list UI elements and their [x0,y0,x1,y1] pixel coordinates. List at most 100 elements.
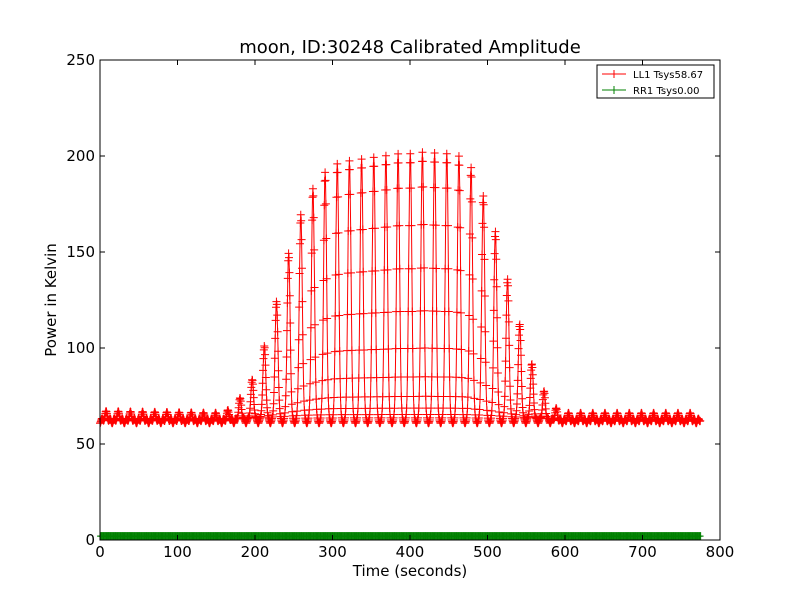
data-point-ll1 [346,226,355,235]
data-point-ll1 [345,165,354,174]
data-point-ll1 [346,190,355,199]
data-point-ll1 [295,269,304,278]
data-point-ll1 [311,353,320,362]
data-point-ll1 [305,405,314,414]
data-point-ll1 [382,160,391,169]
data-point-ll1 [345,156,354,165]
x-tick-label: 300 [318,543,347,561]
data-point-ll1 [295,303,304,312]
x-tick-label: 500 [473,543,502,561]
data-point-ll1 [479,192,488,201]
data-point-ll1 [430,148,439,157]
data-point-ll1 [285,268,294,277]
data-point-ll1 [335,311,344,320]
data-point-ll1 [312,395,321,404]
data-point-ll1 [464,374,473,383]
data-point-ll1 [308,193,317,202]
data-point-ll1 [281,391,290,400]
ticks-layer: 0 100 200 300 400 500 600 700 800 0 50 100 150 200 250 [66,51,734,561]
plot-frame [99,59,721,541]
data-point-ll1 [383,222,392,231]
series-layer [96,148,705,541]
data-point-ll1 [260,343,269,352]
data-point-ll1 [514,344,523,353]
data-point-ll1 [371,266,380,275]
y-tick-label: 200 [66,147,95,165]
data-point-ll1 [283,299,292,308]
data-point-ll1 [281,402,290,411]
data-point-ll1 [334,270,343,279]
data-point-ll1 [310,283,319,292]
data-point-ll1 [433,344,442,353]
data-point-ll1 [269,399,278,408]
data-point-ll1 [451,404,460,413]
data-point-ll1 [271,334,280,343]
data-point-ll1 [408,307,417,316]
data-point-ll1 [282,326,291,335]
data-point-ll1 [488,384,497,393]
data-point-ll1 [491,235,500,244]
data-point-rr1 [697,532,704,541]
data-point-ll1 [272,300,281,309]
data-point-ll1 [347,310,356,319]
data-point-ll1 [298,297,307,306]
data-point-ll1 [334,228,343,237]
data-point-ll1 [482,381,491,390]
data-point-ll1 [407,264,416,273]
data-point-ll1 [504,317,513,326]
data-point-ll1 [470,394,479,403]
y-tick-label: 150 [66,243,95,261]
data-point-ll1 [270,354,279,363]
data-point-ll1 [271,316,280,325]
legend-swatch-marker [610,86,618,94]
data-point-ll1 [390,404,399,413]
data-point-ll1 [297,264,306,273]
data-point-ll1 [321,168,330,177]
data-point-ll1 [287,369,296,378]
data-point-ll1 [384,345,393,354]
data-point-ll1 [420,344,429,353]
data-point-ll1 [353,404,362,413]
data-point-ll1 [274,366,283,375]
data-point-ll1 [517,367,526,376]
data-point-ll1 [480,292,489,301]
data-point-ll1 [478,250,487,259]
data-point-ll1 [259,354,268,363]
data-point-ll1 [516,325,525,334]
data-point-ll1 [333,159,342,168]
data-point-ll1 [525,401,534,410]
data-point-ll1 [287,400,296,409]
data-point-ll1 [493,343,502,352]
data-point-ll1 [322,274,331,283]
data-point-ll1 [334,192,343,201]
data-point-ll1 [467,163,476,172]
data-point-ll1 [323,314,332,323]
data-point-ll1 [319,316,328,325]
data-point-ll1 [501,357,510,366]
data-point-ll1 [431,221,440,230]
data-point-ll1 [492,255,501,264]
data-point-ll1 [369,153,378,162]
x-tick-label: 100 [163,543,192,561]
data-point-ll1 [516,336,525,345]
series-markers-rr1 [97,532,704,541]
data-point-ll1 [502,291,511,300]
data-point-ll1 [479,200,488,209]
data-point-ll1 [480,223,489,232]
data-point-ll1 [262,396,271,405]
data-point-ll1 [273,311,282,320]
data-point-ll1 [258,379,267,388]
data-point-ll1 [512,406,521,415]
data-point-ll1 [317,394,326,403]
y-tick-label: 100 [66,339,95,357]
data-point-ll1 [306,379,315,388]
data-point-ll1 [360,345,369,354]
data-point-ll1 [323,349,332,358]
data-point-ll1 [319,276,328,285]
data-point-ll1 [294,335,303,344]
data-point-ll1 [406,149,415,158]
data-point-ll1 [370,162,379,171]
data-point-ll1 [506,395,515,404]
data-point-ll1 [257,400,266,409]
x-tick-label: 700 [628,543,657,561]
